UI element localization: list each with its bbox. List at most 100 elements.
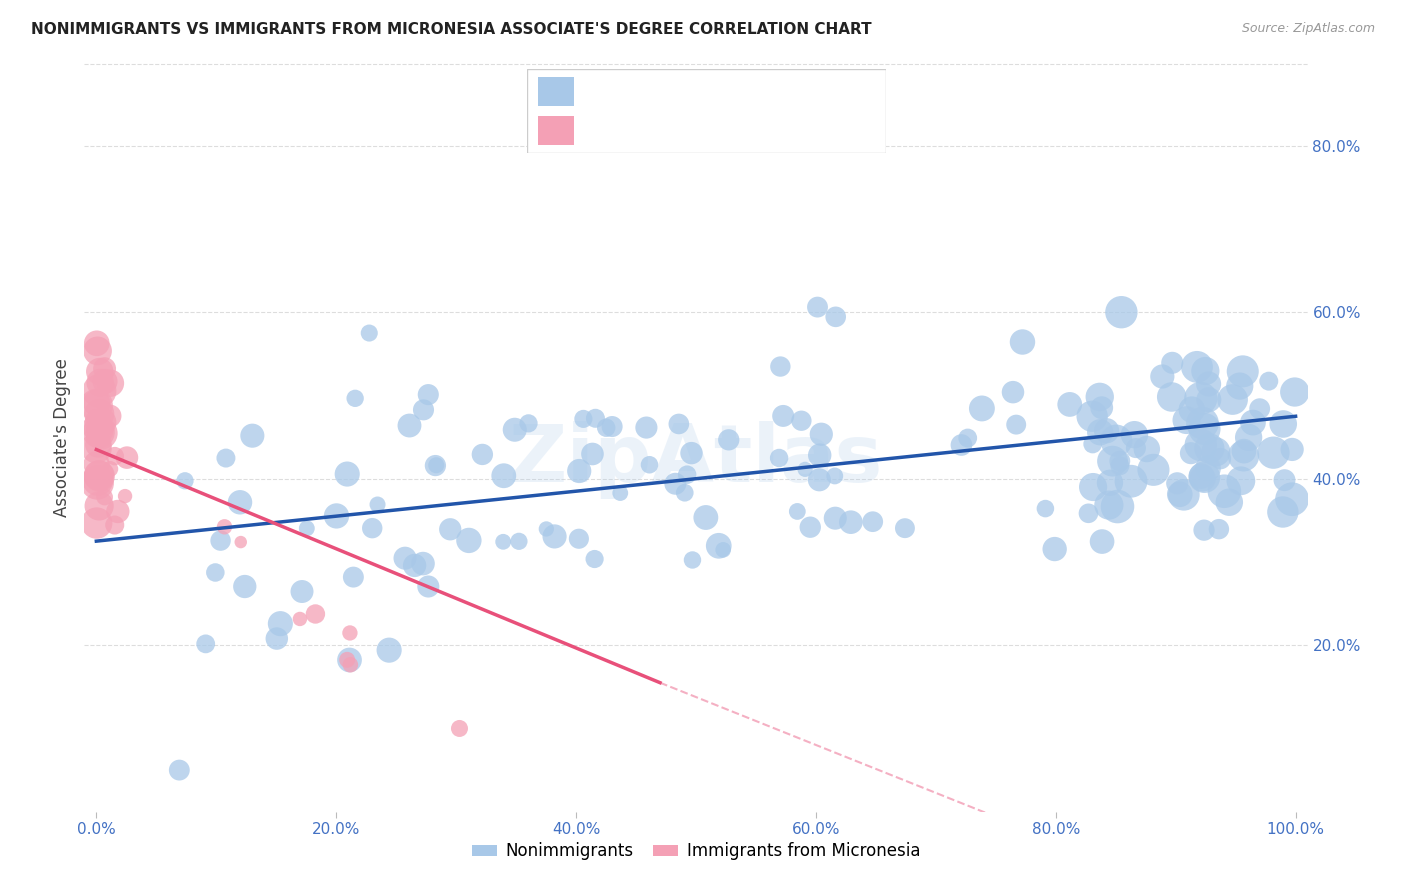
Point: [583, 411, 606, 425]
Point: [194, 637, 217, 651]
Point: [398, 418, 420, 433]
Legend: Nonimmigrants, Immigrants from Micronesia: Nonimmigrants, Immigrants from Micronesi…: [465, 836, 927, 867]
Point: [1081, 409, 1104, 424]
Y-axis label: Associate's Degree: Associate's Degree: [53, 358, 72, 516]
Point: [609, 486, 631, 500]
Point: [668, 417, 690, 431]
Point: [291, 584, 314, 599]
Point: [1197, 461, 1219, 475]
Point: [87, 474, 110, 488]
Text: R = -0.278   N =  44: R = -0.278 N = 44: [585, 121, 775, 140]
Point: [1105, 434, 1128, 448]
Point: [89, 384, 111, 398]
Point: [93, 361, 115, 376]
Point: [336, 653, 359, 667]
Point: [1237, 430, 1260, 444]
Point: [1189, 469, 1212, 483]
Point: [1095, 424, 1118, 438]
Point: [1189, 438, 1212, 452]
Point: [673, 485, 696, 500]
Point: [1232, 364, 1254, 378]
Point: [950, 438, 973, 452]
Point: [93, 431, 115, 445]
Point: [89, 407, 111, 421]
Point: [1077, 506, 1099, 520]
Point: [1123, 427, 1146, 442]
Point: [600, 419, 623, 434]
Point: [1222, 392, 1244, 407]
Point: [1185, 359, 1208, 374]
Point: [1213, 484, 1236, 499]
Point: [87, 499, 110, 513]
Point: [269, 616, 291, 631]
Point: [229, 495, 252, 509]
Point: [90, 426, 112, 441]
Point: [1091, 534, 1114, 549]
Point: [503, 423, 526, 437]
Point: [412, 557, 434, 571]
Point: [894, 521, 917, 535]
Point: [87, 415, 110, 429]
Point: [707, 539, 730, 553]
Point: [1241, 416, 1264, 430]
Point: [1001, 385, 1024, 400]
Point: [517, 417, 540, 431]
Point: [1181, 402, 1204, 417]
Point: [824, 310, 846, 324]
Point: [89, 376, 111, 390]
Point: [956, 431, 979, 445]
Point: [1173, 488, 1195, 502]
Point: [1198, 377, 1220, 392]
Point: [174, 474, 197, 488]
Point: [1081, 480, 1104, 494]
Point: [418, 580, 440, 594]
Point: [233, 580, 256, 594]
Point: [86, 516, 108, 530]
Point: [717, 433, 740, 447]
Point: [1005, 417, 1028, 432]
FancyBboxPatch shape: [538, 78, 574, 106]
Point: [1257, 374, 1279, 388]
Point: [824, 469, 846, 483]
Point: [339, 626, 361, 640]
Point: [682, 553, 704, 567]
Point: [1230, 474, 1253, 488]
Point: [1281, 442, 1303, 457]
Point: [89, 364, 111, 378]
Point: [636, 420, 658, 434]
Point: [1229, 379, 1251, 393]
Point: [342, 570, 364, 584]
Point: [664, 476, 686, 491]
Point: [104, 449, 127, 463]
Point: [1166, 476, 1188, 491]
Point: [583, 552, 606, 566]
Point: [681, 446, 703, 460]
Point: [1284, 384, 1306, 399]
Point: [94, 375, 117, 389]
Point: [769, 359, 792, 374]
Point: [1194, 422, 1216, 436]
Point: [304, 607, 326, 621]
Point: [89, 469, 111, 483]
Point: [1194, 364, 1216, 378]
Point: [325, 508, 347, 523]
Point: [824, 511, 846, 525]
Point: [1161, 356, 1184, 370]
Point: [86, 343, 108, 358]
Point: [1109, 458, 1132, 473]
Point: [581, 447, 603, 461]
Point: [676, 467, 699, 482]
Point: [1274, 473, 1296, 487]
Point: [1208, 522, 1230, 536]
Point: [568, 464, 591, 478]
Point: [378, 643, 401, 657]
Point: [209, 533, 232, 548]
Point: [457, 533, 479, 548]
Point: [1160, 390, 1182, 404]
Point: [1271, 505, 1294, 519]
Point: [806, 300, 828, 314]
Point: [794, 462, 817, 476]
Point: [91, 415, 114, 429]
Point: [1088, 390, 1111, 404]
Point: [1192, 523, 1215, 537]
